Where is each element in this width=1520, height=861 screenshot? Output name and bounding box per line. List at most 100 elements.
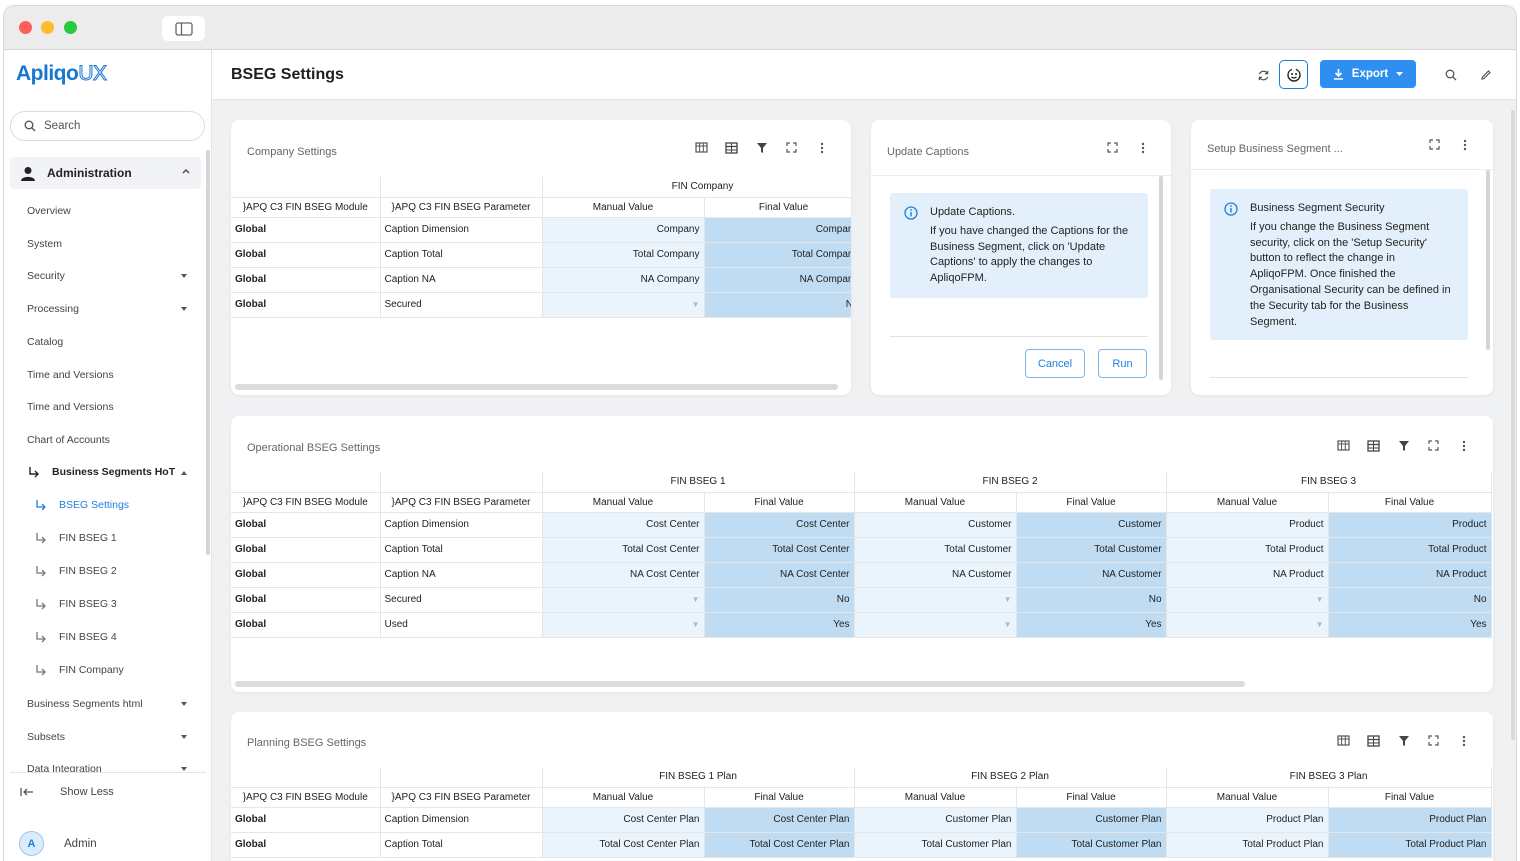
sidebar-scrollbar[interactable] <box>206 150 210 555</box>
dropdown-cell[interactable]: ▼ <box>1166 612 1329 638</box>
horizontal-scrollbar[interactable] <box>235 384 838 390</box>
column-header[interactable]: Manual Value <box>542 787 705 808</box>
column-header[interactable]: Final Value <box>1016 787 1167 808</box>
column-header[interactable]: }APQ C3 FIN BSEG Parameter <box>380 197 543 218</box>
caret-down-icon[interactable] <box>181 307 187 311</box>
expand-icon[interactable] <box>1426 733 1441 748</box>
column-header[interactable]: Manual Value <box>854 787 1017 808</box>
editable-cell[interactable]: Product Plan <box>1166 807 1329 833</box>
sidebar-item-business-segments-html[interactable]: Business Segments html <box>27 698 143 710</box>
expand-icon[interactable] <box>1426 438 1441 453</box>
sidebar-item-fin-bseg-2[interactable]: FIN BSEG 2 <box>35 565 117 577</box>
sidebar-item-fin-bseg-3[interactable]: FIN BSEG 3 <box>35 598 117 610</box>
editable-cell[interactable]: Customer <box>854 512 1017 538</box>
caret-down-icon[interactable] <box>181 702 187 706</box>
expand-icon[interactable] <box>1105 140 1120 155</box>
sidebar-item-fin-bseg-4[interactable]: FIN BSEG 4 <box>35 631 117 643</box>
horizontal-scrollbar[interactable] <box>235 681 1245 687</box>
more-vertical-icon[interactable] <box>1456 438 1471 453</box>
close-window-button[interactable] <box>19 21 32 34</box>
caret-down-icon[interactable] <box>181 735 187 739</box>
editable-cell[interactable]: Total Product <box>1166 537 1329 563</box>
refresh-button[interactable] <box>1253 65 1273 85</box>
editable-cell[interactable]: NA Customer <box>854 562 1017 588</box>
sidebar-item-subsets[interactable]: Subsets <box>27 731 65 743</box>
export-button[interactable]: Export <box>1320 60 1416 88</box>
sidebar-item-administration[interactable]: Administration <box>10 157 201 189</box>
sidebar-item-bseg-settings[interactable]: BSEG Settings <box>35 499 129 511</box>
column-header[interactable]: Final Value <box>1328 492 1492 513</box>
editable-cell[interactable]: NA Cost Center <box>542 562 705 588</box>
user-profile[interactable]: A Admin <box>19 831 97 856</box>
minimize-window-button[interactable] <box>41 21 54 34</box>
column-header[interactable]: Final Value <box>704 787 855 808</box>
editable-cell[interactable]: Total Company <box>542 242 705 268</box>
column-header[interactable]: Manual Value <box>1166 492 1329 513</box>
sidebar-item-fin-bseg-1[interactable]: FIN BSEG 1 <box>35 532 117 544</box>
vertical-scrollbar[interactable] <box>1486 170 1490 350</box>
caret-down-icon[interactable] <box>181 767 187 771</box>
editable-cell[interactable]: Total Customer <box>854 537 1017 563</box>
more-vertical-icon[interactable] <box>1457 137 1472 152</box>
filter-icon[interactable] <box>754 140 769 155</box>
column-header[interactable]: }APQ C3 FIN BSEG Parameter <box>380 787 543 808</box>
column-header[interactable]: Final Value <box>704 197 851 218</box>
more-vertical-icon[interactable] <box>1135 140 1150 155</box>
editable-cell[interactable]: Total Product Plan <box>1166 832 1329 858</box>
dropdown-cell[interactable]: ▼ <box>1166 587 1329 613</box>
sidebar-item-chart-of-accounts[interactable]: Chart of Accounts <box>27 434 110 446</box>
editable-cell[interactable]: Company <box>542 217 705 243</box>
editable-cell[interactable]: NA Company <box>542 267 705 293</box>
expand-icon[interactable] <box>1427 137 1442 152</box>
caret-down-icon[interactable] <box>181 274 187 278</box>
column-header[interactable]: }APQ C3 FIN BSEG Parameter <box>380 492 543 513</box>
page-scrollbar[interactable] <box>1511 110 1515 740</box>
column-header[interactable]: Manual Value <box>542 197 705 218</box>
column-header[interactable]: Manual Value <box>854 492 1017 513</box>
edit-button[interactable] <box>1476 65 1496 85</box>
filter-icon[interactable] <box>1396 438 1411 453</box>
editable-cell[interactable]: Product <box>1166 512 1329 538</box>
column-header[interactable]: }APQ C3 FIN BSEG Module <box>231 492 381 513</box>
editable-cell[interactable]: Total Customer Plan <box>854 832 1017 858</box>
search-button[interactable] <box>1441 65 1461 85</box>
column-header[interactable]: Final Value <box>1016 492 1167 513</box>
search-input[interactable]: Search <box>10 111 205 141</box>
run-button[interactable]: Run <box>1098 349 1147 378</box>
more-vertical-icon[interactable] <box>814 140 829 155</box>
sidebar-item-fin-company[interactable]: FIN Company <box>35 664 124 676</box>
columns-icon[interactable] <box>1336 733 1351 748</box>
column-header[interactable]: Manual Value <box>1166 787 1329 808</box>
sidebar-toggle-button[interactable] <box>162 16 205 41</box>
table-icon[interactable] <box>1366 438 1381 453</box>
columns-icon[interactable] <box>694 140 709 155</box>
dropdown-cell[interactable]: ▼ <box>542 292 705 318</box>
assistant-button[interactable] <box>1279 60 1308 89</box>
table-icon[interactable] <box>724 140 739 155</box>
editable-cell[interactable]: Cost Center <box>542 512 705 538</box>
columns-icon[interactable] <box>1336 438 1351 453</box>
dropdown-cell[interactable]: ▼ <box>542 612 705 638</box>
more-vertical-icon[interactable] <box>1456 733 1471 748</box>
sidebar-item-data-integration[interactable]: Data Integration <box>27 763 102 772</box>
caret-up-icon[interactable] <box>181 471 187 475</box>
table-icon[interactable] <box>1366 733 1381 748</box>
expand-icon[interactable] <box>784 140 799 155</box>
filter-icon[interactable] <box>1396 733 1411 748</box>
cancel-button[interactable]: Cancel <box>1025 349 1085 378</box>
sidebar-item-system[interactable]: System <box>27 238 63 250</box>
editable-cell[interactable]: NA Product <box>1166 562 1329 588</box>
column-header[interactable]: Final Value <box>704 492 855 513</box>
dropdown-cell[interactable]: ▼ <box>542 587 705 613</box>
sidebar-item-business-segments-hot[interactable]: Business Segments HoT <box>28 466 175 478</box>
editable-cell[interactable]: Cost Center Plan <box>542 807 705 833</box>
column-header[interactable]: Final Value <box>1328 787 1492 808</box>
maximize-window-button[interactable] <box>64 21 77 34</box>
vertical-scrollbar[interactable] <box>1159 176 1163 380</box>
show-less-button[interactable]: Show Less <box>20 786 114 798</box>
editable-cell[interactable]: Total Cost Center <box>542 537 705 563</box>
column-header[interactable]: Manual Value <box>542 492 705 513</box>
column-header[interactable]: }APQ C3 FIN BSEG Module <box>231 197 381 218</box>
sidebar-item-catalog[interactable]: Catalog <box>27 336 64 348</box>
sidebar-item-time-versions[interactable]: Time and Versions <box>27 369 114 381</box>
